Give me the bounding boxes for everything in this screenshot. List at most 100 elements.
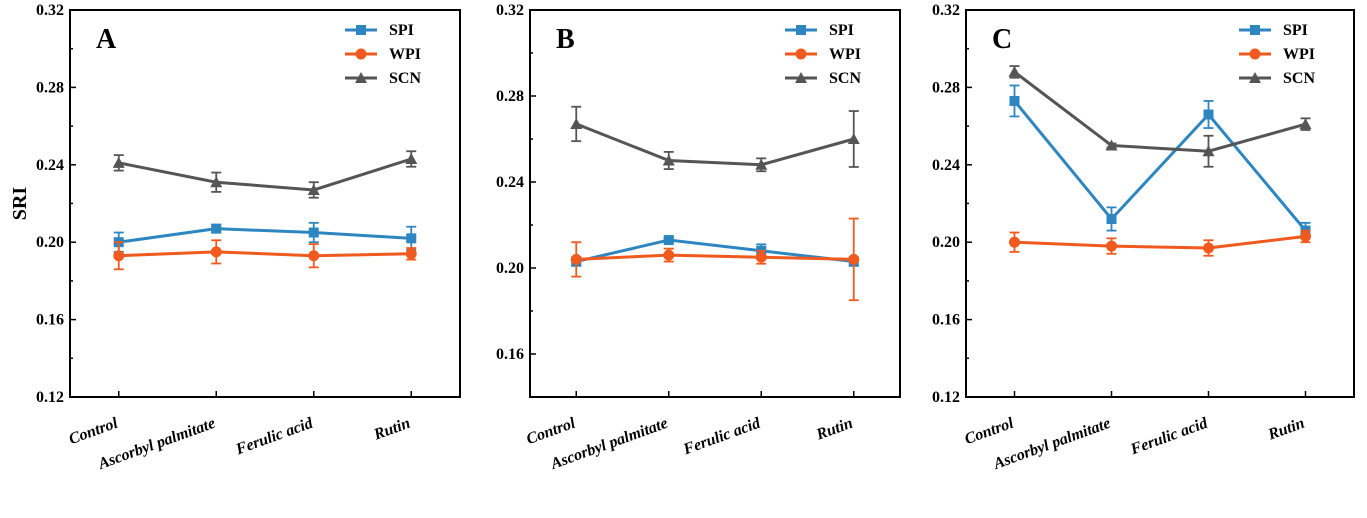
legend-entry-wpi: WPI	[1239, 46, 1315, 63]
data-point	[210, 176, 223, 188]
y-tick-label: 0.32	[36, 2, 64, 19]
x-tick-label: Rutin	[813, 415, 855, 444]
series-line	[118, 250, 412, 258]
legend-marker	[795, 48, 807, 60]
y-tick-label: 0.24	[932, 157, 960, 174]
data-point	[1106, 213, 1117, 224]
data-point	[1300, 230, 1311, 242]
x-tick-label: Control	[524, 415, 578, 449]
plot-frame	[69, 9, 461, 398]
legend-label: WPI	[389, 46, 421, 63]
data-point	[211, 223, 222, 234]
series-line	[1013, 70, 1306, 153]
data-point	[1202, 145, 1215, 157]
data-point	[112, 156, 125, 168]
series-line	[576, 253, 854, 261]
data-point	[210, 246, 222, 258]
series-wpi	[1009, 229, 1311, 257]
plot-frame	[965, 9, 1355, 398]
data-point	[1009, 236, 1020, 248]
legend-label: SPI	[389, 22, 414, 39]
y-tick-label: 0.12	[932, 389, 960, 406]
data-point	[307, 183, 320, 195]
y-axis-label: SRI	[9, 187, 31, 221]
legend-label: WPI	[829, 46, 861, 63]
data-point	[1008, 65, 1021, 77]
legend-entry-spi: SPI	[785, 22, 854, 39]
y-tick-label: 0.24	[496, 174, 524, 191]
legend-label: SCN	[389, 70, 421, 87]
x-tick-label: Rutin	[371, 415, 413, 444]
panel-c: 0.120.160.200.240.280.32ControlAscorbyl …	[932, 2, 1355, 473]
y-tick-label: 0.16	[496, 346, 524, 363]
series-wpi	[113, 239, 417, 271]
legend-marker	[796, 25, 806, 35]
data-point	[848, 253, 860, 265]
series-line	[118, 227, 412, 244]
data-point	[1105, 139, 1118, 151]
y-tick-label: 0.20	[36, 234, 64, 251]
legend-marker	[795, 72, 807, 83]
series-wpi	[570, 217, 860, 302]
legend-entry-scn: SCN	[785, 70, 861, 87]
y-tick-label: 0.28	[496, 88, 524, 105]
legend-entry-wpi: WPI	[345, 46, 421, 63]
data-point	[755, 158, 768, 170]
x-tick-label: Ferulic acid	[680, 414, 763, 458]
data-point	[570, 253, 582, 265]
data-point	[662, 154, 675, 166]
legend-marker	[355, 48, 367, 60]
legend-label: SCN	[829, 70, 861, 87]
panel-label: A	[96, 24, 117, 55]
legend-entry-spi: SPI	[345, 22, 414, 39]
legend-label: WPI	[1283, 46, 1315, 63]
legend-label: SPI	[829, 22, 854, 39]
series-scn	[1008, 65, 1312, 168]
y-tick-label: 0.12	[36, 389, 64, 406]
data-point	[1009, 95, 1020, 106]
y-tick-label: 0.20	[932, 234, 960, 251]
data-point	[1299, 118, 1312, 130]
y-tick-label: 0.28	[932, 79, 960, 96]
data-point	[663, 249, 675, 261]
data-point	[308, 250, 320, 262]
data-point	[1106, 240, 1117, 252]
x-tick-label: Ferulic acid	[233, 414, 316, 458]
legend-label: SPI	[1283, 22, 1308, 39]
data-point	[847, 133, 860, 144]
y-tick-label: 0.28	[36, 79, 64, 96]
data-point	[1203, 109, 1214, 120]
x-tick-label: Control	[67, 415, 121, 449]
legend-marker	[355, 72, 367, 83]
x-tick-label: Control	[962, 415, 1016, 449]
legend-entry-scn: SCN	[1239, 70, 1315, 87]
panel-label: C	[992, 24, 1012, 55]
data-point	[406, 233, 417, 244]
panel-a: 0.120.160.200.240.280.32ControlAscorbyl …	[9, 2, 461, 473]
data-point	[755, 251, 767, 263]
series-line	[575, 122, 855, 167]
series-spi	[113, 221, 417, 253]
series-spi	[1009, 84, 1311, 240]
panel-label: B	[556, 24, 575, 55]
y-tick-label: 0.16	[932, 312, 960, 329]
legend-marker	[1249, 72, 1261, 83]
legend-entry-spi: SPI	[1239, 22, 1308, 39]
plot-frame	[529, 9, 901, 398]
data-point	[308, 227, 319, 238]
data-point	[570, 117, 583, 129]
series-line	[575, 238, 854, 264]
series-scn	[570, 105, 860, 173]
data-point	[405, 152, 418, 164]
y-tick-label: 0.24	[36, 157, 64, 174]
legend-marker	[1250, 25, 1260, 35]
x-tick-label: Ferulic acid	[1128, 414, 1211, 458]
data-point	[1203, 242, 1214, 254]
y-tick-label: 0.32	[496, 2, 524, 19]
y-tick-label: 0.16	[36, 312, 64, 329]
series-spi	[571, 235, 859, 267]
y-tick-label: 0.20	[496, 260, 524, 277]
series-line	[118, 157, 412, 192]
series-line	[1014, 234, 1306, 250]
